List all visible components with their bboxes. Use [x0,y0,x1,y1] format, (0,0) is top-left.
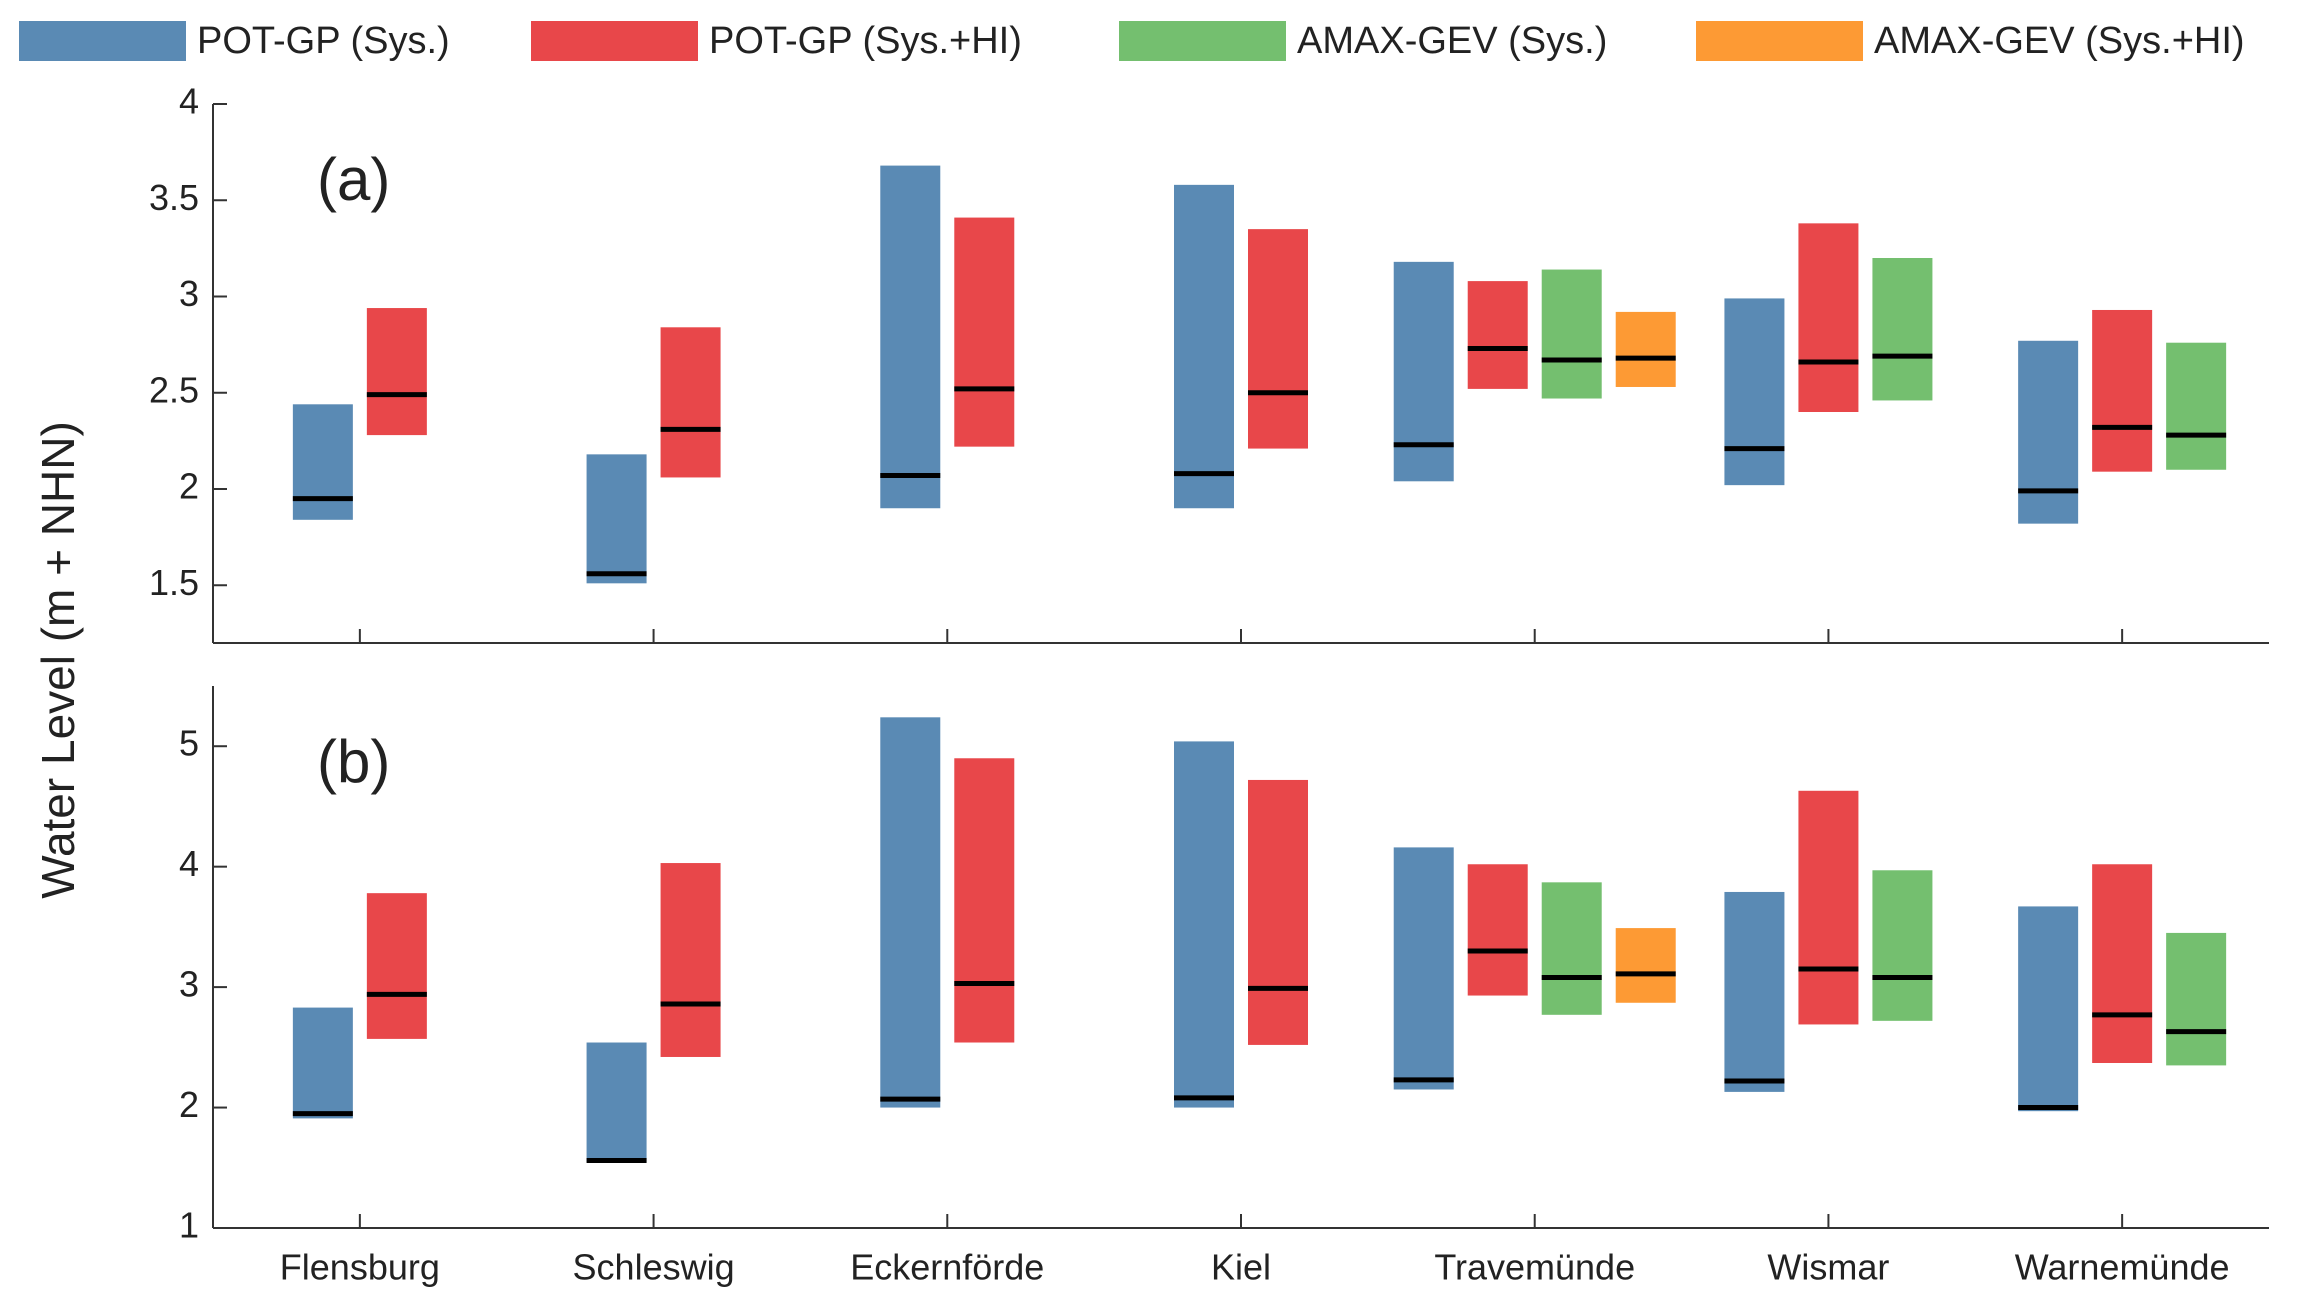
range-bar [1798,790,1859,1025]
range-bar [2018,340,2079,524]
y-tick-label: 4 [179,81,199,122]
x-tick-label: Wismar [1767,1247,1889,1288]
range-bar [1615,311,1676,387]
y-tick-label: 2.5 [149,369,199,410]
y-tick-label: 1 [179,1205,199,1246]
x-tick-label: Kiel [1211,1247,1271,1288]
x-tick-label: Schleswig [573,1247,735,1288]
legend-label: AMAX-GEV (Sys.+HI) [1874,20,2245,62]
range-bar [1393,847,1454,1090]
x-tick-label: Flensburg [280,1247,440,1288]
range-bar [1541,269,1602,399]
range-bar [2018,906,2079,1112]
range-bar [1248,779,1308,1045]
range-bar [1724,298,1785,486]
range-bar [586,454,647,584]
range-bar [880,717,941,1108]
range-bar [292,404,353,520]
range-bar [1724,891,1785,1092]
range-bar [1174,741,1234,1108]
panel-label: (b) [317,728,390,795]
x-tick-label: Eckernförde [850,1247,1044,1288]
panel-label: (a) [317,146,390,213]
legend-label: POT-GP (Sys.+HI) [709,20,1022,62]
range-bar [292,1007,353,1119]
range-bar [880,165,941,509]
range-bar [586,1042,647,1162]
range-bar [1248,229,1308,449]
range-bar [660,327,721,478]
legend-swatch [1119,21,1286,61]
range-bar [2092,864,2153,1063]
y-tick-label: 3.5 [149,177,199,218]
range-bar [1615,928,1676,1003]
y-tick-label: 3 [179,964,199,1005]
range-bar [1174,184,1234,509]
range-bar [366,893,427,1039]
x-tick-label: Warnemünde [2015,1247,2230,1288]
legend-swatch [19,21,186,61]
range-bar [1467,864,1528,996]
range-bar [2166,932,2227,1066]
y-tick-label: 2 [179,466,199,507]
y-axis-label: Water Level (m + NHN) [32,421,84,899]
y-tick-label: 3 [179,273,199,314]
range-bar [1872,258,1933,401]
legend-swatch [531,21,698,61]
y-tick-label: 1.5 [149,562,199,603]
range-bar [660,863,721,1057]
range-bar [1467,281,1528,389]
legend-label: POT-GP (Sys.) [197,20,450,62]
range-bar [1872,870,1933,1021]
legend-label: AMAX-GEV (Sys.) [1297,20,1607,62]
range-bar [2166,342,2227,470]
legend-swatch [1696,21,1863,61]
range-bar [954,217,1015,447]
range-bar [1798,223,1859,412]
y-tick-label: 4 [179,843,199,884]
range-bar [954,758,1015,1043]
range-bar [1393,261,1454,482]
range-bar [1541,882,1602,1015]
y-tick-label: 5 [179,723,199,764]
y-tick-label: 2 [179,1084,199,1125]
x-tick-label: Travemünde [1434,1247,1635,1288]
range-bar [366,308,427,436]
range-bar [2092,309,2153,472]
